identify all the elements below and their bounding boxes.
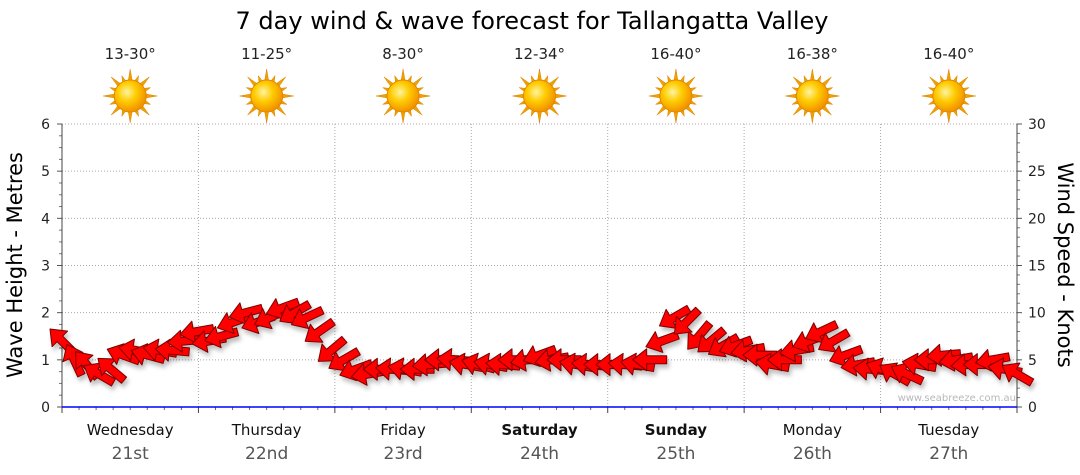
sun-disc <box>113 79 147 113</box>
sun-disc <box>523 79 556 113</box>
weather-icons-row <box>103 68 976 124</box>
sun-icon <box>921 68 976 124</box>
sun-disc <box>386 79 420 113</box>
wind-arrow <box>673 306 702 335</box>
day-date-label: 21st <box>112 444 149 464</box>
sun-icon <box>376 68 431 124</box>
chart-title: 7 day wind & wave forecast for Tallangat… <box>236 7 829 35</box>
y-right-tick-label: 20 <box>1028 211 1046 227</box>
y-right-tick-label: 15 <box>1028 259 1046 275</box>
day-name-label: Tuesday <box>917 421 979 439</box>
day-date-label: 25th <box>656 444 695 464</box>
day-date-label: 24th <box>520 444 559 464</box>
y-left-tick-label: 2 <box>41 306 50 322</box>
y-left-tick-label: 0 <box>41 400 50 416</box>
y-left-tick-label: 1 <box>41 353 50 369</box>
y-left-tick-label: 3 <box>41 259 50 275</box>
sun-icon <box>239 68 294 124</box>
temperature-label: 16-38° <box>787 45 838 63</box>
temperature-row: 13-30° 11-25° 8-30° 12-34° 16-40° 16-38° 16-40… <box>105 45 975 63</box>
sun-disc <box>932 79 966 113</box>
wind-arrow <box>645 330 680 353</box>
y-right-tick-label: 25 <box>1028 164 1046 180</box>
y-axis-right-title: Wind Speed - Knots <box>1053 162 1077 367</box>
day-date-label: 26th <box>793 444 832 464</box>
day-labels: Wednesday 21st Thursday 22nd Friday 23rd Satur… <box>87 421 980 464</box>
y-left-tick-label: 5 <box>41 164 50 180</box>
temperature-label: 16-40° <box>650 45 701 63</box>
day-name-label: Wednesday <box>87 421 174 439</box>
axes: 0 1 2 3 4 5 6 0 5 10 15 20 25 30 <box>41 117 1046 416</box>
sun-disc <box>659 79 693 113</box>
wind-arrow <box>290 306 325 330</box>
day-date-label: 23rd <box>384 444 423 464</box>
wind-arrow <box>766 348 802 372</box>
day-date-label: 22nd <box>245 444 288 464</box>
wind-arrow <box>926 343 962 367</box>
y-axis-left-title: Wave Height - Metres <box>3 152 27 378</box>
day-name-label: Friday <box>380 421 426 439</box>
sun-disc <box>250 79 284 113</box>
y-right-tick-label: 30 <box>1028 117 1046 133</box>
wind-arrow <box>632 348 668 372</box>
wind-arrow <box>620 352 656 376</box>
y-left-tick-label: 4 <box>41 211 50 227</box>
y-right-tick-label: 5 <box>1028 353 1037 369</box>
temperature-label: 13-30° <box>105 45 156 63</box>
day-name-label: Monday <box>783 421 842 439</box>
y-right-tick-label: 10 <box>1028 306 1046 322</box>
temperature-label: 12-34° <box>514 45 565 63</box>
y-right-tick-label: 0 <box>1028 400 1037 416</box>
temperature-label: 11-25° <box>241 45 292 63</box>
day-name-label: Saturday <box>501 421 578 439</box>
wind-arrow <box>1001 362 1035 387</box>
sun-icon <box>785 68 840 124</box>
sun-icon <box>648 68 703 124</box>
sun-icon <box>103 68 158 124</box>
day-date-label: 27th <box>929 444 968 464</box>
temperature-label: 8-30° <box>382 45 424 63</box>
sun-disc <box>795 79 829 113</box>
y-left-tick-label: 6 <box>41 117 50 133</box>
watermark: www.seabreeze.com.au <box>898 393 1016 404</box>
temperature-label: 16-40° <box>923 45 974 63</box>
sun-icon <box>512 68 567 124</box>
wind-arrows <box>49 297 1035 387</box>
day-name-label: Thursday <box>231 421 302 439</box>
wind-arrow <box>304 317 336 343</box>
day-name-label: Sunday <box>645 421 708 439</box>
